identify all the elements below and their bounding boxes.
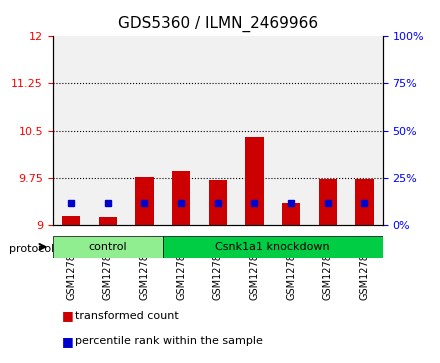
Bar xyxy=(62,216,81,225)
Bar xyxy=(163,36,199,225)
Bar xyxy=(209,180,227,225)
Bar xyxy=(282,203,300,225)
Bar xyxy=(236,36,273,225)
Bar xyxy=(319,179,337,225)
FancyBboxPatch shape xyxy=(53,236,163,258)
Bar xyxy=(53,36,89,225)
Bar xyxy=(356,179,374,225)
Bar xyxy=(172,171,191,225)
Text: ■: ■ xyxy=(62,335,73,348)
Bar xyxy=(346,36,383,225)
Bar xyxy=(136,177,154,225)
Bar xyxy=(309,36,346,225)
Bar xyxy=(99,217,117,225)
Title: GDS5360 / ILMN_2469966: GDS5360 / ILMN_2469966 xyxy=(118,16,318,32)
Text: ■: ■ xyxy=(62,309,73,322)
Text: transformed count: transformed count xyxy=(75,311,179,321)
Bar xyxy=(199,36,236,225)
Bar xyxy=(246,137,264,225)
Text: protocol: protocol xyxy=(9,244,54,254)
Text: percentile rank within the sample: percentile rank within the sample xyxy=(75,336,263,346)
Bar xyxy=(126,36,163,225)
FancyBboxPatch shape xyxy=(163,236,383,258)
Bar xyxy=(273,36,309,225)
Bar xyxy=(89,36,126,225)
Text: control: control xyxy=(88,242,127,252)
Text: Csnk1a1 knockdown: Csnk1a1 knockdown xyxy=(216,242,330,252)
